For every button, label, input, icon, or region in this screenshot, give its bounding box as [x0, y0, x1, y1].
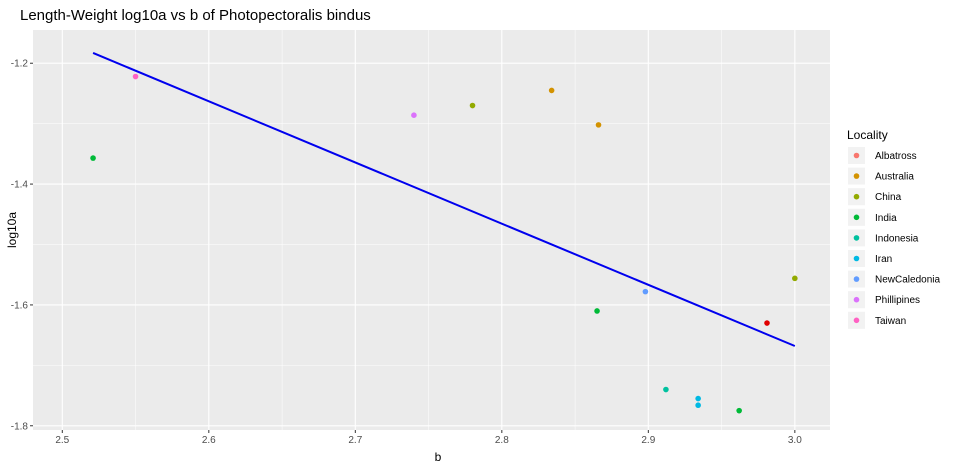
- grid-lines: [33, 30, 830, 430]
- data-point: [595, 122, 602, 128]
- y-tick-label: -1.8: [11, 421, 29, 432]
- plot-panel: [33, 30, 830, 430]
- data-point: [469, 102, 476, 109]
- data-point: [548, 87, 555, 94]
- x-axis-ticks: 2.5 2.6 2.7 2.8 2.9 3.0: [55, 430, 802, 446]
- x-tick-label: 3.0: [788, 435, 802, 446]
- data-point: [695, 395, 701, 402]
- x-tick-label: 2.5: [55, 435, 69, 446]
- y-axis-ticks: -1.2 -1.4 -1.6 -1.8: [11, 59, 33, 432]
- legend-label: Taiwan: [875, 316, 906, 327]
- chart-title: Length-Weight log10a vs b of Photopector…: [20, 7, 371, 24]
- x-tick-label: 2.8: [495, 435, 509, 446]
- legend-label: Australia: [875, 172, 914, 183]
- legend-label: Phillipines: [875, 295, 920, 306]
- fit-line: [92, 52, 796, 347]
- legend-marker: [853, 317, 860, 324]
- y-axis-title: log10a: [5, 212, 19, 248]
- y-tick-label: -1.2: [11, 59, 29, 70]
- data-point: [764, 320, 770, 326]
- data-point: [594, 308, 600, 314]
- data-point: [411, 112, 417, 118]
- legend-label: Indonesia: [875, 233, 919, 244]
- y-tick-label: -1.4: [11, 180, 29, 191]
- legend-label: Iran: [875, 254, 892, 265]
- legend-label: India: [875, 213, 897, 224]
- legend: Locality Albatross Australia China India Ind…: [847, 128, 940, 329]
- legend-title: Locality: [847, 128, 888, 142]
- legend-marker: [853, 255, 860, 262]
- legend-marker: [853, 276, 860, 282]
- data-point: [90, 155, 96, 161]
- x-tick-label: 2.7: [348, 435, 362, 446]
- legend-marker: [853, 173, 860, 179]
- legend-marker: [853, 214, 860, 221]
- legend-label: Albatross: [875, 151, 917, 162]
- data-point: [132, 73, 139, 80]
- data-point: [736, 407, 742, 414]
- data-point: [642, 288, 649, 295]
- legend-marker: [853, 152, 860, 159]
- x-axis-title: b: [435, 450, 442, 464]
- legend-marker: [853, 235, 860, 241]
- legend-label: NewCaledonia: [875, 275, 940, 286]
- x-tick-label: 2.6: [202, 435, 216, 446]
- x-tick-label: 2.9: [641, 435, 655, 446]
- data-point: [792, 275, 798, 282]
- data-point: [663, 386, 669, 393]
- fit-line-group: [92, 52, 796, 347]
- data-points: [90, 73, 798, 414]
- data-point: [695, 402, 701, 409]
- legend-marker: [853, 296, 860, 303]
- legend-marker: [853, 193, 860, 200]
- legend-label: China: [875, 192, 902, 203]
- y-tick-label: -1.6: [11, 300, 29, 311]
